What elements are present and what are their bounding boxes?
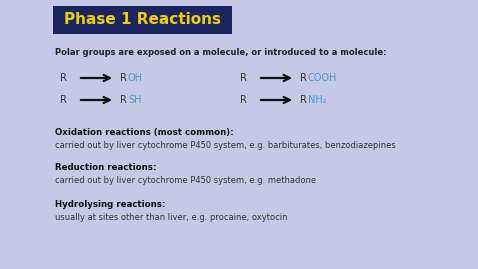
Text: NH₂: NH₂ <box>308 95 326 105</box>
Text: COOH: COOH <box>308 73 337 83</box>
FancyBboxPatch shape <box>53 6 232 34</box>
Text: carried out by liver cytochrome P450 system, e.g. methadone: carried out by liver cytochrome P450 sys… <box>55 176 316 185</box>
Text: R: R <box>300 73 307 83</box>
Text: SH: SH <box>128 95 141 105</box>
Text: carried out by liver cytochrome P450 system, e.g. barbiturates, benzodiazepines: carried out by liver cytochrome P450 sys… <box>55 141 396 150</box>
Text: R: R <box>240 95 247 105</box>
Text: Hydrolysing reactions:: Hydrolysing reactions: <box>55 200 165 209</box>
Text: Reduction reactions:: Reduction reactions: <box>55 163 156 172</box>
Text: R: R <box>60 73 67 83</box>
Text: Phase 1 Reactions: Phase 1 Reactions <box>64 12 221 27</box>
Text: usually at sites other than liver, e.g. procaine, oxytocin: usually at sites other than liver, e.g. … <box>55 213 287 222</box>
Text: R: R <box>300 95 307 105</box>
Text: R: R <box>120 73 127 83</box>
Text: R: R <box>120 95 127 105</box>
Text: R: R <box>240 73 247 83</box>
Text: Oxidation reactions (most common):: Oxidation reactions (most common): <box>55 128 234 137</box>
Text: OH: OH <box>128 73 143 83</box>
Text: R: R <box>60 95 67 105</box>
Text: Polar groups are exposed on a molecule, or introduced to a molecule:: Polar groups are exposed on a molecule, … <box>55 48 387 57</box>
